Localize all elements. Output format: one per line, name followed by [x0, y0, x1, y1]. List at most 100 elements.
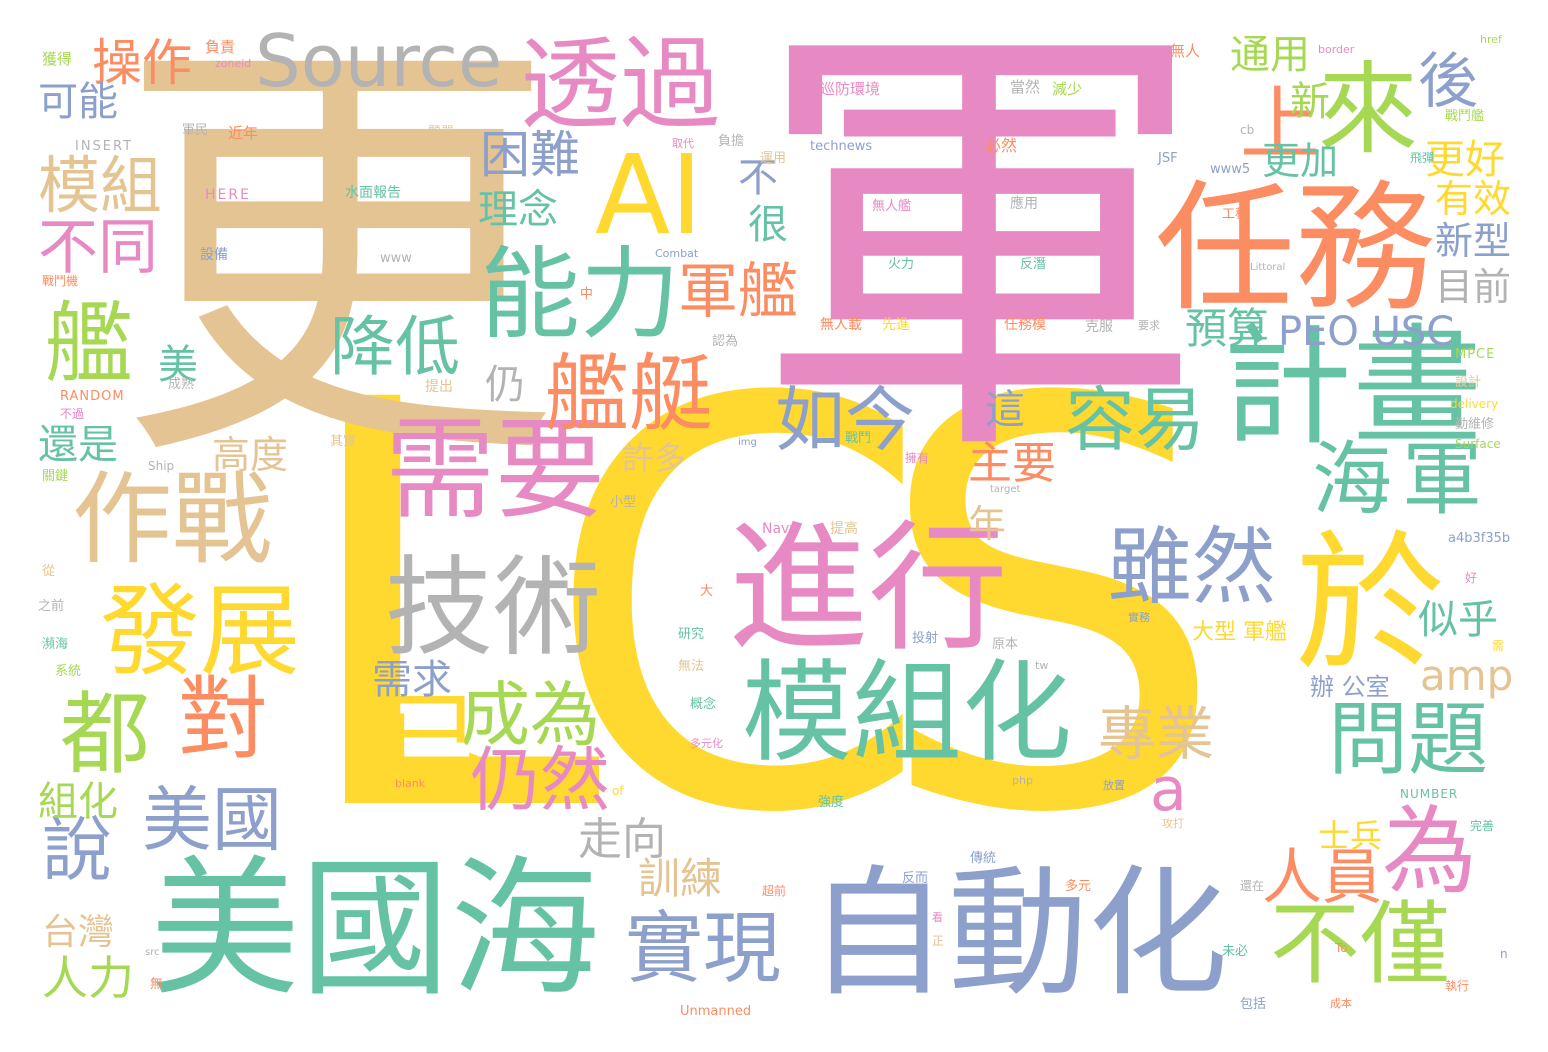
- word-jinnian: 近年: [228, 124, 259, 142]
- word-chuantong: 傳統: [970, 851, 997, 866]
- word-jianting: 艦艇: [545, 345, 714, 443]
- word-ai: AI: [595, 131, 703, 259]
- word-chengben: 成本: [1330, 997, 1352, 1010]
- word-hen: 很: [748, 202, 788, 248]
- word-zidonghua: 自動化: [808, 853, 1229, 1016]
- word-yanjiu: 研究: [678, 627, 705, 642]
- word-xitong: 系統: [55, 664, 82, 679]
- word-wurenjian: 無人艦: [872, 199, 912, 214]
- word-fazhan: 發展: [100, 573, 300, 690]
- word-to: To: [1335, 941, 1348, 955]
- word-xianjin: 先進: [882, 317, 910, 333]
- word-yunyong: 運用: [760, 151, 787, 166]
- word-geng: 更: [115, 0, 560, 516]
- word-xuyao: 需要: [385, 406, 605, 534]
- word-shebei: 設備: [200, 247, 228, 263]
- word-kefu: 克服: [1085, 319, 1113, 335]
- word-yi: 已: [382, 681, 482, 798]
- word-technews: technews: [810, 139, 873, 154]
- word-insert: INSERT: [75, 139, 134, 154]
- word-haizai: 還在: [1240, 879, 1265, 893]
- word-navy: Navy: [762, 521, 798, 537]
- word-href: href: [1480, 33, 1502, 46]
- word-huode: 獲得: [42, 50, 73, 68]
- word-yusuan: 預算: [1185, 304, 1270, 353]
- word-jsf: JSF: [1158, 151, 1178, 166]
- word-shuo: 說: [42, 809, 112, 891]
- word-gongcheng: 工程: [1222, 207, 1249, 222]
- word-peo-usc: PEO USC: [1278, 309, 1455, 355]
- word-cb: cb: [1240, 123, 1255, 137]
- word-dangran: 當然: [1010, 78, 1041, 96]
- word-zuozhan: 作戰: [72, 461, 272, 578]
- word-biran: 必然: [985, 136, 1018, 155]
- word-jun: 軍: [752, 0, 1207, 512]
- word-www5: www5: [1210, 162, 1251, 177]
- word-renwumo: 任務模: [1004, 317, 1046, 333]
- word-xuqiu: 需求: [372, 657, 452, 703]
- word-rengran: 仍然: [470, 739, 610, 821]
- word-shixian: 實現: [625, 904, 782, 994]
- word-combat: Combat: [655, 247, 699, 260]
- word-n: n: [1500, 947, 1508, 961]
- word-qudai: 取代: [672, 137, 694, 150]
- word-zhe: 這: [985, 387, 1025, 433]
- word-amp: amp: [1420, 651, 1514, 700]
- word-border: border: [1318, 43, 1355, 56]
- word-zhuanye: 專業: [1098, 700, 1215, 768]
- word-zhuyao: 主要: [968, 438, 1056, 489]
- word-binhai: 瀕海: [42, 637, 69, 652]
- word-daxing-junjian: 大型 軍艦: [1192, 620, 1287, 645]
- word-yuanben: 原本: [992, 637, 1019, 652]
- word-wu: 無: [150, 977, 164, 992]
- word-nian: 年: [968, 502, 1007, 546]
- word-qishi: 其實: [330, 434, 357, 449]
- word-img: img: [738, 437, 757, 448]
- word-duoyuan: 多元: [1065, 879, 1092, 894]
- word-gengjia: 更加: [1262, 139, 1339, 183]
- word-chaoqian: 超前: [762, 884, 787, 898]
- word-jihua: 計畫: [1222, 311, 1483, 463]
- word-keneng: 可能: [38, 79, 118, 125]
- word-lai: 來: [1318, 51, 1418, 168]
- word-shibing: 士兵: [1318, 817, 1383, 855]
- word-zhandouji: 戰鬥機: [42, 274, 79, 288]
- word-weibi: 未必: [1222, 944, 1249, 959]
- word-xu: 需: [1492, 639, 1505, 653]
- word-delivery: delivery: [1450, 397, 1499, 411]
- word-wanshan: 完善: [1470, 819, 1495, 833]
- word-qiangdu: 強度: [818, 795, 845, 810]
- word-zhandou: 戰鬥: [845, 431, 872, 446]
- word-zhiqian: 之前: [38, 599, 65, 614]
- word-fudan: 負擔: [718, 134, 745, 149]
- word-renwu: 任務: [1155, 168, 1436, 331]
- word-gainian: 概念: [690, 697, 717, 712]
- word-shuimian-baogao: 水面報告: [345, 185, 401, 201]
- word-sheji: 設計: [1455, 375, 1482, 390]
- word-here: HERE: [205, 187, 251, 203]
- word-mozuhua: 模組化: [742, 649, 1072, 777]
- word-caozuo: 操作: [92, 34, 192, 92]
- word-renwei: 認為: [712, 334, 739, 349]
- word-shiwu: 實務: [1128, 611, 1150, 624]
- word-reng: 仍: [485, 362, 525, 408]
- word-dou: 都: [60, 682, 150, 787]
- word-blank: blank: [395, 777, 426, 790]
- word-rujin: 如今: [775, 379, 915, 461]
- word-touguo: 透過: [520, 26, 720, 143]
- word-dui: 對: [178, 667, 268, 772]
- word-toushe: 投射: [912, 631, 939, 646]
- word-chengshu: 成熟: [168, 377, 195, 392]
- word-tw: tw: [1035, 659, 1049, 672]
- word-www: www: [380, 251, 412, 266]
- word-mpce: MPCE: [1455, 347, 1496, 362]
- word-rongyi: 容易: [1065, 379, 1205, 461]
- word-suiran: 雖然: [1108, 518, 1277, 616]
- word-jinxing: 進行: [728, 508, 1009, 671]
- word-tidan: 題單: [428, 125, 455, 140]
- word-tigao: 提高: [830, 521, 858, 537]
- word-guanjian: 關鍵: [42, 469, 69, 484]
- word-zhong: 中: [580, 287, 594, 302]
- word-cong: 從: [42, 564, 56, 579]
- word-haijun: 海軍: [1312, 433, 1492, 526]
